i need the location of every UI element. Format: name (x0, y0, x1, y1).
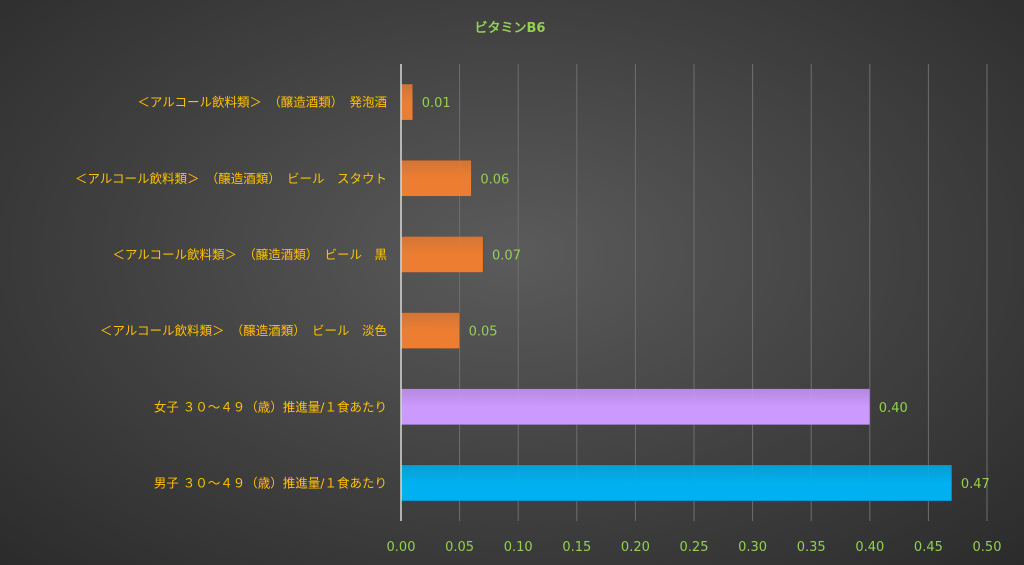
bar (400, 312, 460, 349)
data-label: 0.06 (480, 172, 509, 187)
bar (400, 236, 484, 273)
bar (400, 83, 413, 121)
x-tick-labels: 0.00 0.05 0.10 0.15 0.20 0.25 0.30 0.35 0.40 0.45… (387, 540, 1002, 555)
category-label: ＜アルコール飲料類＞ （醸造酒類） ビール スタウト (75, 171, 387, 186)
x-tick-label: 0.05 (445, 540, 474, 555)
x-tick-label: 0.35 (797, 540, 826, 555)
x-tick-label: 0.00 (387, 540, 416, 555)
grid-lines (459, 64, 988, 521)
bar (400, 464, 953, 502)
chart-title: ビタミンB6 (475, 20, 546, 36)
x-tick-label: 0.15 (562, 540, 591, 555)
x-tick-label: 0.45 (914, 540, 943, 555)
data-label: 0.01 (422, 96, 451, 111)
category-label: 男子 ３０～４９（歳）推進量/１食あたり (154, 475, 387, 490)
x-tick-label: 0.30 (738, 540, 767, 555)
data-label: 0.40 (879, 401, 908, 416)
category-labels: ＜アルコール飲料類＞ （醸造酒類） 発泡酒 ＜アルコール飲料類＞ （醸造酒類） ビ… (75, 95, 388, 491)
data-label: 0.05 (469, 325, 498, 340)
x-tick-label: 0.20 (621, 540, 650, 555)
x-tick-label: 0.25 (680, 540, 709, 555)
x-tick-label: 0.40 (855, 540, 884, 555)
data-labels: 0.01 0.06 0.07 0.05 0.40 0.47 (422, 96, 990, 492)
bar (400, 160, 472, 197)
data-label: 0.47 (961, 477, 990, 492)
x-tick-label: 0.10 (504, 540, 533, 555)
category-label: 女子 ３０～４９（歳）推進量/１食あたり (154, 399, 387, 414)
category-label: ＜アルコール飲料類＞ （醸造酒類） ビール 黒 (112, 247, 387, 262)
data-label: 0.07 (492, 248, 521, 263)
bars (400, 83, 953, 502)
category-label: ＜アルコール飲料類＞ （醸造酒類） ビール 淡色 (100, 323, 388, 338)
bar (400, 388, 871, 425)
x-tick-label: 0.50 (973, 540, 1002, 555)
category-label: ＜アルコール飲料類＞ （醸造酒類） 発泡酒 (137, 95, 387, 110)
